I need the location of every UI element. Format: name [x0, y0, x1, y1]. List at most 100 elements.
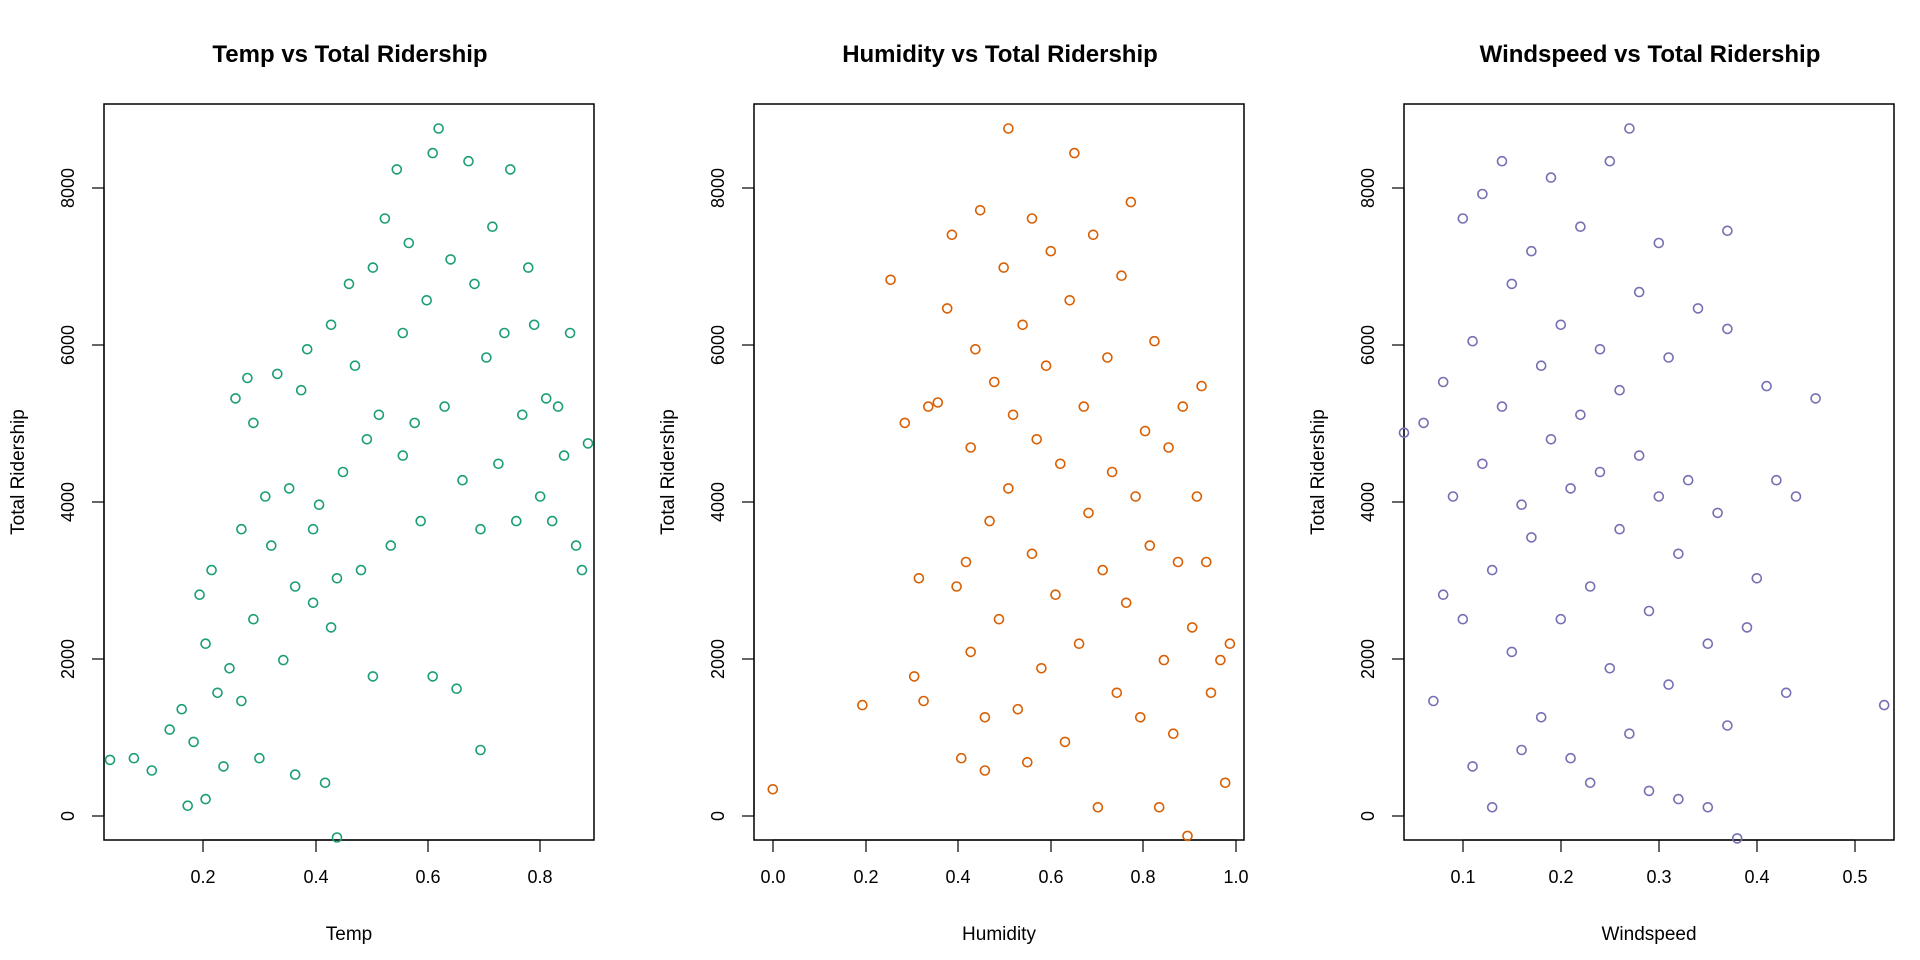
panel-humidity-point: [1201, 556, 1212, 568]
panel-humidity-ytick-label: 4000: [708, 482, 728, 522]
panel-temp-point: [248, 613, 259, 625]
panel-temp-point: [469, 278, 480, 290]
panel-humidity-point: [974, 205, 986, 216]
panel-temp-point: [379, 213, 391, 224]
panel-humidity-xtick-label: 1.0: [1223, 867, 1248, 887]
panel-humidity-point: [1205, 687, 1217, 699]
panel-temp-point: [582, 438, 594, 449]
panel-windspeed-point: [1467, 761, 1478, 772]
panel-temp-point: [510, 515, 522, 527]
panel-windspeed-point: [1428, 695, 1439, 707]
panel-humidity-point: [946, 229, 958, 241]
panel-windspeed-point: [1437, 376, 1449, 388]
panel-windspeed-point: [1575, 221, 1586, 232]
panel-temp-point: [385, 540, 397, 551]
panel-temp-point: [307, 523, 319, 535]
panel-humidity-point: [1031, 433, 1042, 445]
panel-temp-point: [576, 564, 588, 576]
panel-temp-point: [355, 564, 367, 576]
panel-windspeed-ylabel: Total Ridership: [1308, 409, 1329, 535]
panel-windspeed-point: [1741, 622, 1753, 633]
panel-humidity-point: [1026, 548, 1038, 560]
panel-temp-point: [415, 515, 427, 527]
panel-temp-point: [499, 327, 510, 339]
panel-windspeed-point: [1722, 323, 1733, 335]
panel-temp-ytick-label: 8000: [58, 168, 78, 208]
panel-temp-points: [104, 123, 594, 843]
panel-temp-point: [367, 262, 379, 273]
panel-temp-ytick-label: 2000: [58, 639, 78, 679]
panel-humidity-point: [1073, 638, 1085, 650]
panel-temp-point: [248, 417, 259, 429]
panel-temp-point: [104, 754, 116, 766]
panel-temp-point: [307, 597, 319, 609]
panel-temp-ytick-label: 0: [58, 811, 78, 821]
panel-humidity-point: [1153, 801, 1165, 813]
panel-temp-point: [570, 540, 582, 551]
panel-windspeed-point: [1398, 427, 1410, 439]
panel-temp-point: [397, 450, 409, 461]
panel-temp-point: [427, 671, 439, 682]
panel-temp-point: [319, 777, 331, 789]
panel-temp-point: [481, 352, 492, 363]
panel-temp: Temp vs Total Ridership Temp Total Rider…: [8, 41, 595, 945]
panel-windspeed-point: [1506, 278, 1518, 290]
panel-windspeed-point: [1437, 589, 1449, 601]
panel-temp-point: [325, 319, 337, 331]
panel-humidity-point: [1130, 491, 1141, 502]
panel-windspeed-point: [1467, 335, 1478, 347]
panel-windspeed-xticks: 0.1 0.2 0.3 0.4 0.5: [1450, 840, 1868, 887]
panel-humidity-points: [767, 123, 1236, 842]
panel-temp-point: [277, 654, 289, 666]
panel-temp-xtick-label: 0.2: [190, 867, 215, 887]
panel-windspeed-point: [1565, 752, 1576, 764]
panel-windspeed-title: Windspeed vs Total Ridership: [1480, 41, 1821, 68]
panel-temp-point: [361, 433, 373, 445]
panel-windspeed-xtick-label: 0.2: [1548, 867, 1573, 887]
panel-windspeed-point: [1722, 225, 1733, 237]
panel-temp-point: [313, 499, 325, 511]
panel-windspeed-yticks: 0 2000 4000 6000 8000: [1358, 168, 1404, 821]
panel-temp-point: [271, 368, 283, 380]
panel-temp-point: [552, 401, 564, 412]
panel-windspeed-point: [1731, 833, 1743, 844]
panel-temp-point: [301, 343, 313, 355]
panel-temp-point: [236, 695, 247, 707]
panel-temp-ytick-label: 6000: [58, 325, 78, 365]
panel-temp-point: [283, 483, 295, 494]
panel-temp-point: [516, 409, 528, 421]
panel-windspeed-point: [1545, 172, 1557, 183]
panel-temp-point: [475, 744, 486, 756]
panel-windspeed-point: [1457, 613, 1469, 625]
panel-temp-point: [212, 687, 223, 699]
panel-windspeed-point: [1516, 499, 1527, 511]
panel-temp-point: [289, 581, 301, 592]
panel-humidity-point: [1120, 597, 1132, 609]
panel-humidity-point: [767, 783, 779, 795]
panel-windspeed-point: [1535, 360, 1547, 372]
panel-windspeed-point: [1633, 286, 1645, 298]
panel-windspeed-point: [1526, 532, 1537, 543]
panel-humidity: Humidity vs Total Ridership Humidity Tot…: [658, 41, 1249, 945]
panel-humidity-point: [885, 274, 896, 286]
panel-windspeed-point: [1673, 793, 1684, 805]
panel-windspeed-point: [1673, 548, 1684, 560]
panel-windspeed-point: [1624, 123, 1635, 134]
panel-windspeed-point: [1692, 303, 1704, 314]
panel-temp-point: [343, 278, 355, 290]
panel-humidity-point: [1092, 801, 1104, 813]
panel-humidity-point: [918, 695, 929, 707]
panel-humidity-point: [857, 699, 868, 711]
panel-humidity-point: [932, 397, 944, 408]
panel-humidity-xlabel: Humidity: [962, 924, 1036, 945]
panel-windspeed-point: [1496, 401, 1508, 412]
panel-temp-point: [194, 589, 205, 601]
panel-temp-point: [487, 221, 498, 232]
panel-temp-point: [188, 736, 199, 748]
panel-humidity-point: [965, 646, 977, 658]
panel-humidity-ytick-label: 6000: [708, 325, 728, 365]
panel-temp-point: [475, 523, 486, 535]
panel-windspeed: Windspeed vs Total Ridership Windspeed T…: [1308, 41, 1895, 945]
panel-humidity-point: [1224, 638, 1236, 650]
